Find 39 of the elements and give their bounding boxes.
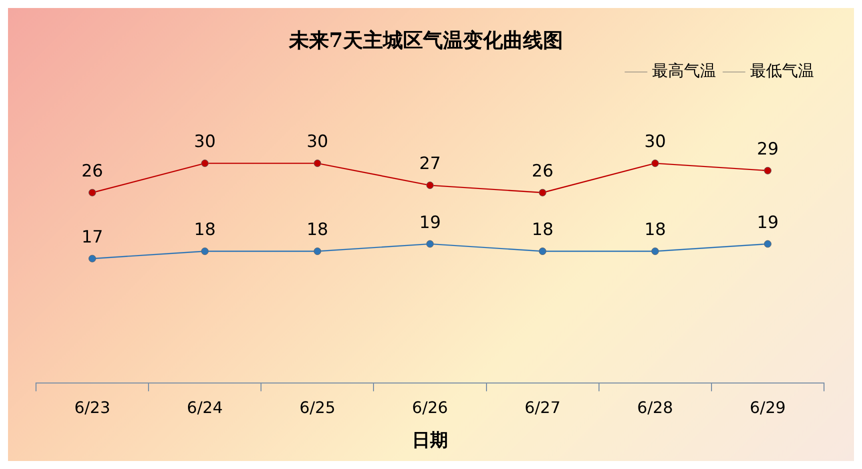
x-tick-label: 6/29 (750, 398, 786, 417)
point (538, 248, 546, 256)
data-label: 18 (644, 220, 666, 240)
data-label: 29 (756, 140, 779, 160)
point (201, 160, 209, 168)
x-tick-label: 6/28 (637, 398, 674, 417)
point (88, 188, 96, 196)
x-axis-title: 日期 (412, 430, 448, 451)
legend-label: 最高气温 (652, 61, 716, 80)
data-label: 17 (81, 228, 104, 248)
data-label: 18 (194, 220, 216, 240)
data-label: 30 (306, 132, 328, 152)
point (314, 248, 322, 256)
data-label: 26 (81, 162, 104, 182)
data-label: 18 (532, 220, 554, 240)
legend-label: 最低气温 (750, 61, 814, 80)
data-label: 30 (194, 132, 216, 152)
data-label: 18 (306, 220, 328, 240)
x-tick-label: 6/23 (74, 398, 110, 417)
point (764, 240, 772, 248)
point (426, 182, 434, 190)
point (651, 248, 659, 256)
point (538, 188, 546, 196)
point (314, 160, 322, 168)
chart-title: 未来7天主城区气温变化曲线图 (288, 28, 563, 52)
point (201, 248, 209, 256)
point (651, 160, 659, 168)
data-label: 30 (644, 132, 666, 152)
point (88, 254, 96, 262)
point (426, 240, 434, 248)
data-label: 19 (419, 212, 441, 233)
x-tick-label: 6/27 (524, 398, 561, 417)
x-tick-label: 6/26 (412, 398, 448, 417)
x-tick-label: 6/24 (186, 398, 223, 417)
point (764, 166, 772, 174)
data-label: 27 (419, 154, 441, 174)
x-tick-label: 6/25 (299, 398, 336, 417)
data-label: 19 (756, 212, 779, 233)
data-label: 26 (532, 162, 554, 182)
